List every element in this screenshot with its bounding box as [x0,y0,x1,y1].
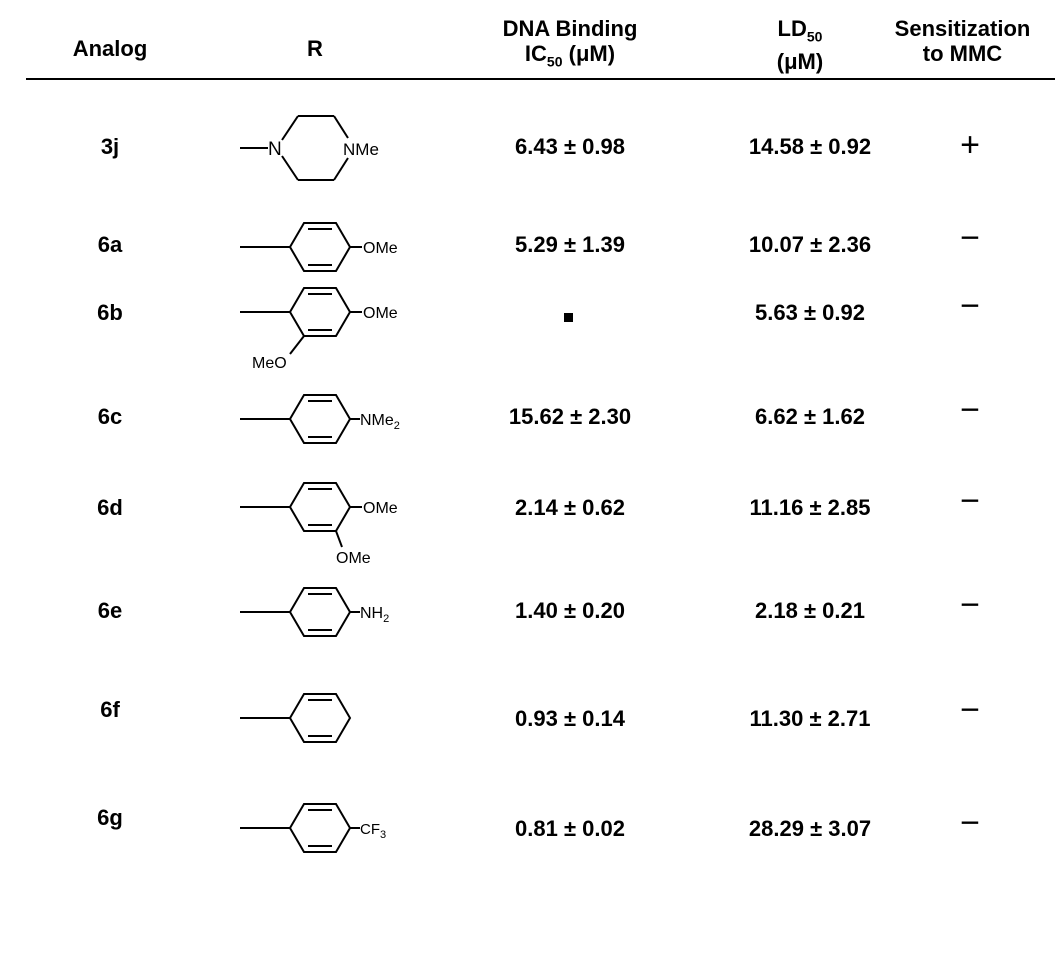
ld50-6e: 2.18 ± 0.21 [700,598,920,624]
header-rule [26,78,1055,80]
substituent-label: OMe [363,240,398,257]
analog-6d: 6d [80,495,140,521]
substituent-label-2: OMe [336,550,371,567]
analog-6a: 6a [80,232,140,258]
sensitization-6b: − [940,293,1000,319]
svg-text:CF3: CF3 [360,821,386,841]
substituent-label: CF [360,821,380,838]
substituent-subscript: 3 [380,829,386,841]
header-dna-unit: (μM) [563,41,616,66]
analog-6b: 6b [80,300,140,326]
structure-phenyl [230,678,440,758]
header-ld-line2: (μM) [720,49,880,74]
dna-binding-6e: 1.40 ± 0.20 [470,598,670,624]
structure-dimethoxyphenyl-2-4: OMe MeO [230,282,440,382]
dna-binding-6a: 5.29 ± 1.39 [470,232,670,258]
sensitization-6a: − [940,225,1000,251]
substituent-label: OMe [363,500,398,517]
structure-piperazine: N NMe [230,108,440,188]
ld50-6f: 11.30 ± 2.71 [700,706,920,732]
substituent-label-2: MeO [252,355,287,372]
ld50-6c: 6.62 ± 1.62 [700,404,920,430]
header-dna-sub: 50 [547,53,563,69]
dna-binding-6g: 0.81 ± 0.02 [470,816,670,842]
structure-dimethylaminophenyl: NMe2 [230,379,440,459]
ld50-6a: 10.07 ± 2.36 [700,232,920,258]
header-ld-sub: 50 [807,28,823,44]
missing-value-marker [564,313,573,322]
structure-dimethoxyphenyl-3-4: OMe OMe [230,477,440,577]
header-dna-line1: DNA Binding [470,16,670,41]
header-ld-line1: LD50 [720,16,880,49]
substituent-label: NMe [343,140,379,159]
structure-methoxyphenyl: OMe [230,207,440,287]
svg-text:N: N [268,139,282,160]
ld50-6b: 5.63 ± 0.92 [700,300,920,326]
header-ld50: LD50 (μM) [720,16,880,74]
sensitization-6g: − [940,810,1000,836]
substituent-label: NMe [360,412,394,429]
sensitization-6f: − [940,697,1000,723]
sensitization-6c: − [940,397,1000,423]
header-sens-line2: to MMC [870,41,1055,66]
header-sensitization: Sensitization to MMC [870,16,1055,66]
dna-binding-6d: 2.14 ± 0.62 [470,495,670,521]
ld50-6g: 28.29 ± 3.07 [700,816,920,842]
header-sens-line1: Sensitization [870,16,1055,41]
analog-6e: 6e [80,598,140,624]
analog-6g: 6g [80,805,140,831]
ld50-3j: 14.58 ± 0.92 [700,134,920,160]
structure-aminophenyl: NH2 [230,572,440,652]
svg-text:NMe2: NMe2 [360,412,400,432]
header-ld-main: LD [778,16,807,41]
substituent-subscript: 2 [394,420,400,432]
analog-3j: 3j [80,134,140,160]
analog-6f: 6f [80,697,140,723]
header-dna-ic: IC [525,41,547,66]
header-r: R [290,36,340,61]
header-dna-binding: DNA Binding IC50 (μM) [470,16,670,74]
substituent-label: NH [360,605,383,622]
dna-binding-6f: 0.93 ± 0.14 [470,706,670,732]
header-dna-line2: IC50 (μM) [470,41,670,74]
ld50-6d: 11.16 ± 2.85 [700,495,920,521]
sensitization-6e: − [940,592,1000,618]
sensitization-3j: + [940,132,1000,158]
structure-trifluoromethylphenyl: CF3 [230,788,440,868]
substituent-subscript: 2 [383,613,389,625]
analog-6c: 6c [80,404,140,430]
dna-binding-6c: 15.62 ± 2.30 [470,404,670,430]
dna-binding-3j: 6.43 ± 0.98 [470,134,670,160]
substituent-label: OMe [363,305,398,322]
svg-text:NH2: NH2 [360,605,389,625]
sensitization-6d: − [940,488,1000,514]
header-analog: Analog [60,36,160,61]
